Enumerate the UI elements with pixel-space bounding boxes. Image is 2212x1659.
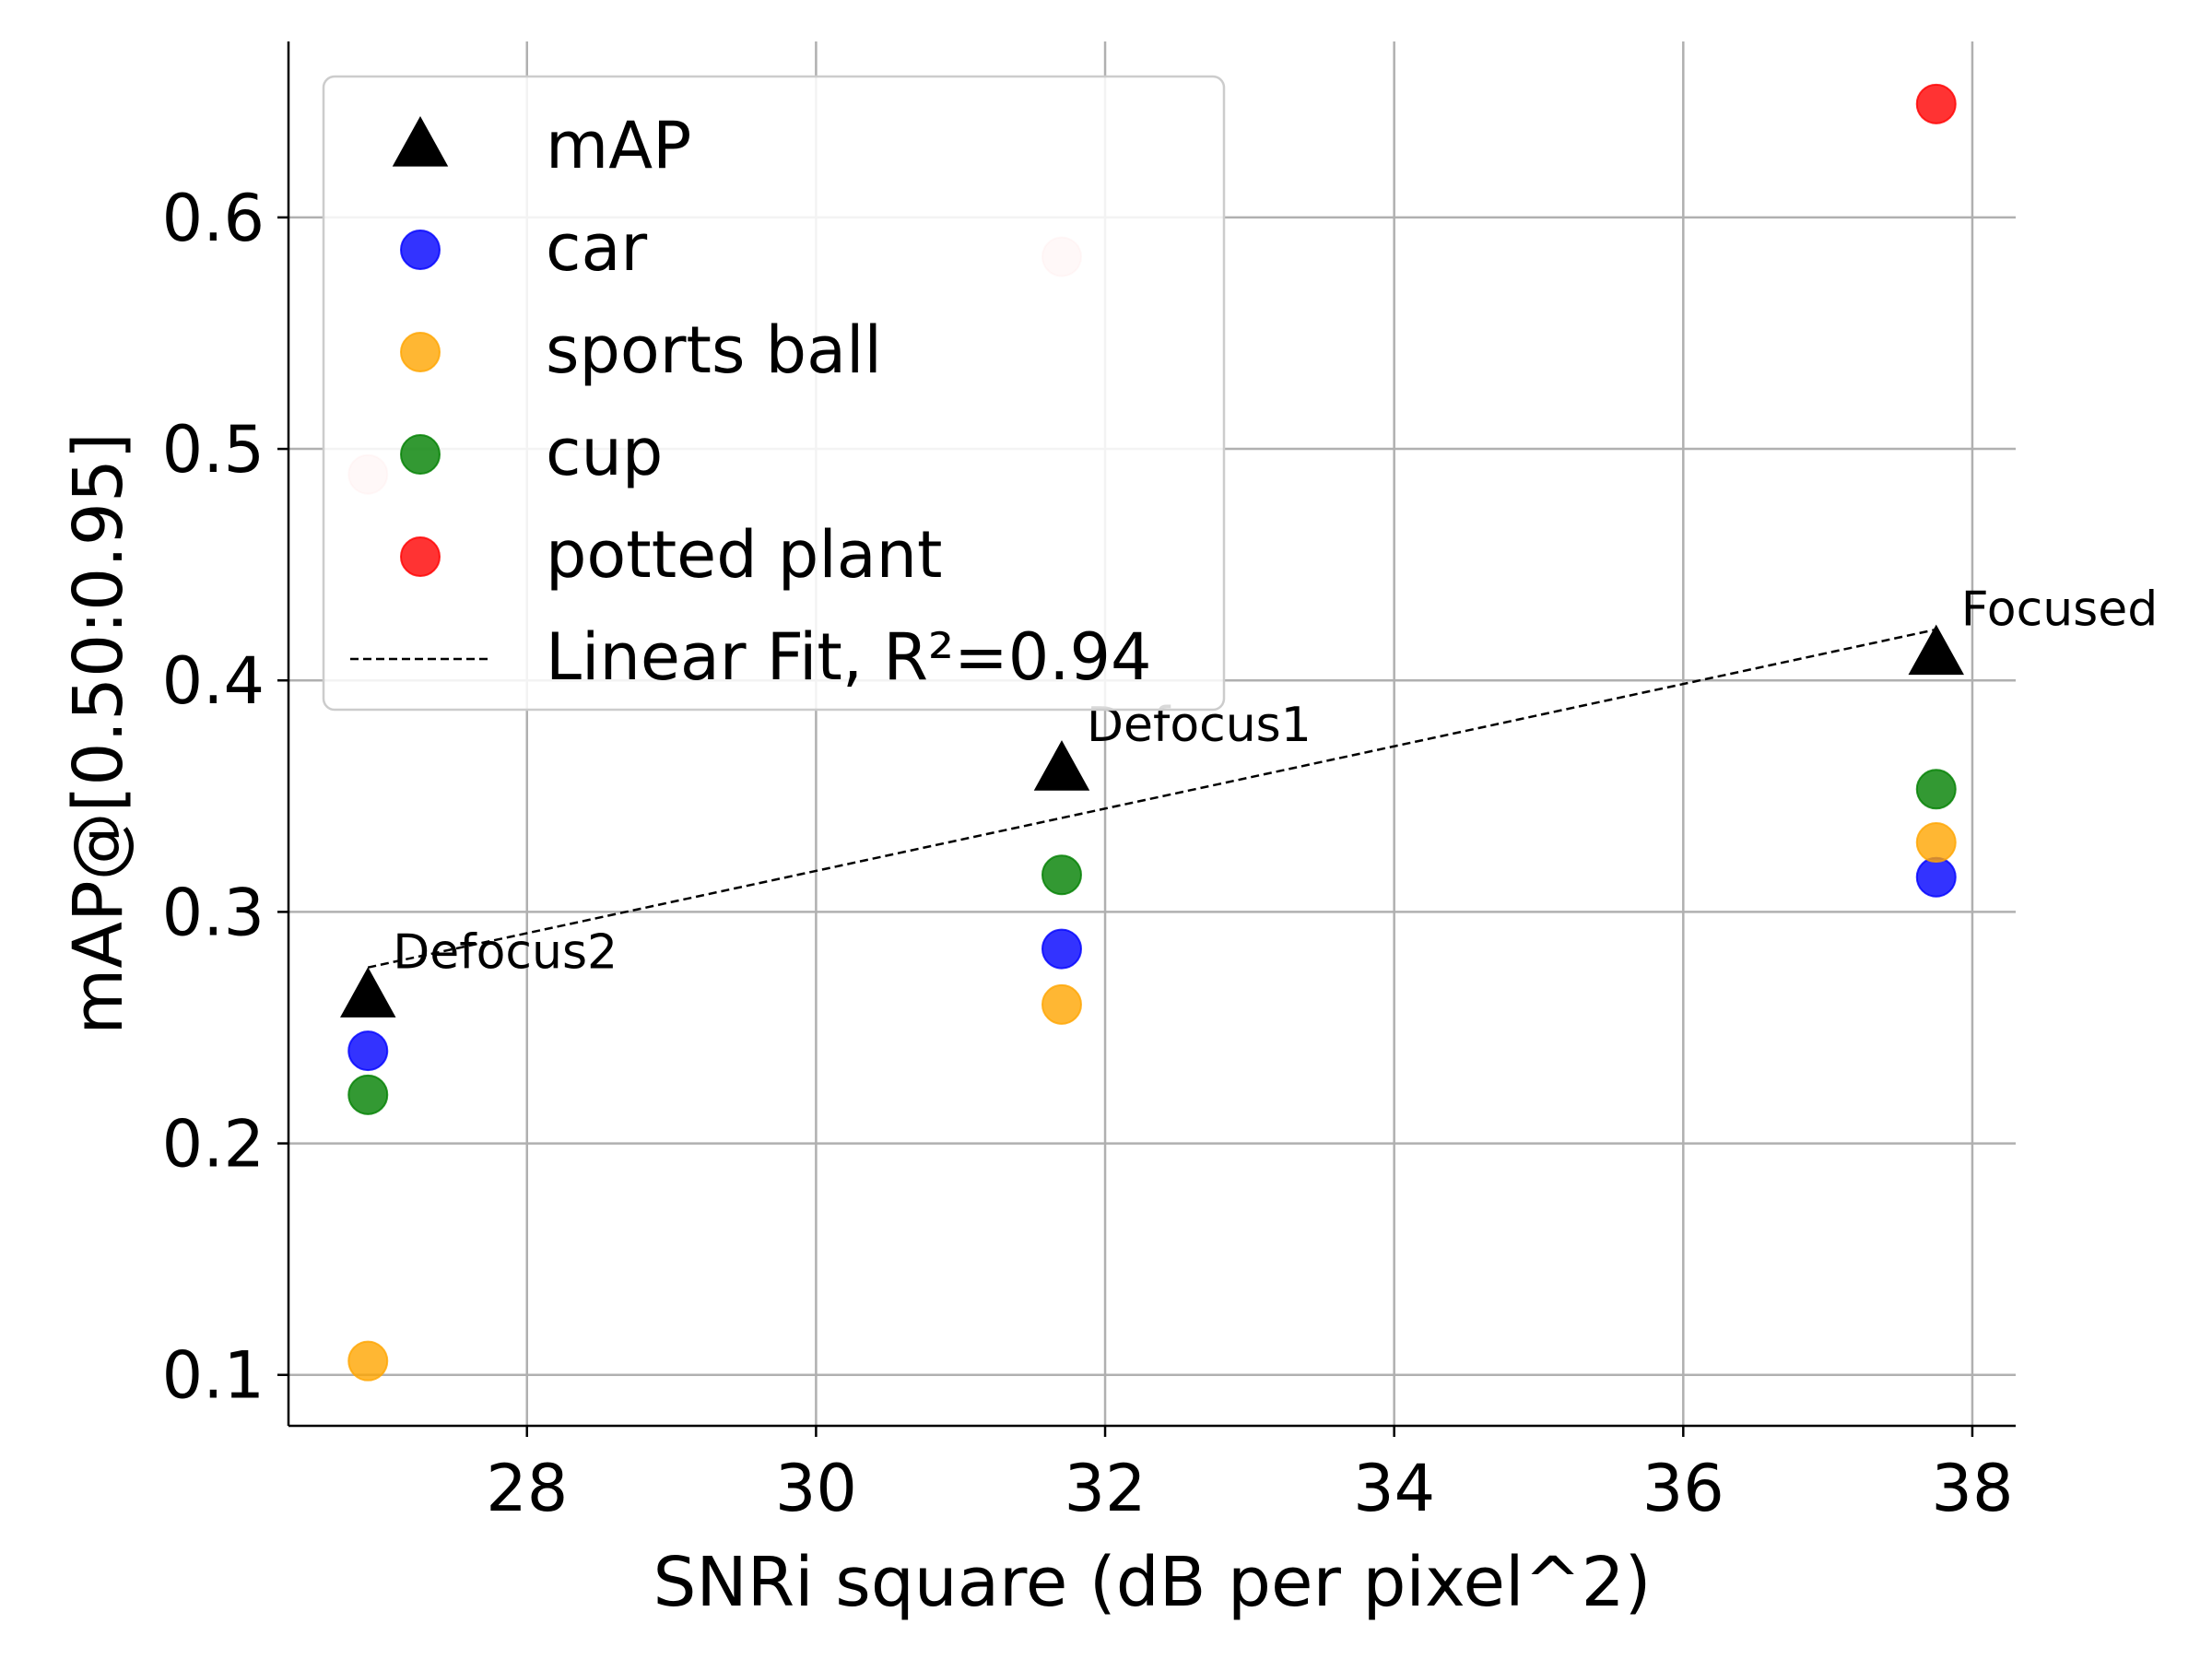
y-axis-label: mAP@[0.50:0.95] bbox=[59, 432, 138, 1035]
sports-ball-point bbox=[347, 1340, 389, 1382]
point-annotation: Defocus2 bbox=[393, 924, 618, 980]
legend-marker-map bbox=[392, 116, 449, 167]
y-ticks: 0.1 0.2 0.3 0.4 0.5 0.6 bbox=[162, 181, 288, 1414]
legend-marker-sports-ball bbox=[400, 332, 441, 372]
legend-label: potted plant bbox=[546, 517, 943, 593]
sports-ball-point bbox=[1041, 983, 1082, 1025]
legend-label: sports ball bbox=[546, 312, 882, 388]
x-tick-label: 34 bbox=[1353, 1451, 1435, 1526]
y-tick-label: 0.6 bbox=[162, 181, 265, 256]
x-tick-label: 36 bbox=[1642, 1451, 1724, 1526]
legend-label: mAP bbox=[546, 108, 691, 183]
linear-fit-line bbox=[367, 628, 1937, 969]
legend-marker-car bbox=[400, 229, 441, 270]
cup-point bbox=[347, 1074, 389, 1115]
legend-frame bbox=[322, 75, 1226, 712]
car-point bbox=[1041, 928, 1082, 970]
y-tick-label: 0.4 bbox=[162, 643, 265, 719]
y-tick-label: 0.5 bbox=[162, 412, 265, 488]
x-tick-label: 38 bbox=[1931, 1451, 2013, 1526]
x-tick-label: 28 bbox=[486, 1451, 568, 1526]
sports-ball-point bbox=[1915, 822, 1957, 864]
y-tick-label: 0.2 bbox=[162, 1107, 265, 1182]
x-axis-label: SNRi square (dB per pixel^2) bbox=[653, 1543, 1651, 1622]
fit-line-layer bbox=[367, 628, 1937, 969]
car-point bbox=[347, 1030, 389, 1072]
y-tick-label: 0.3 bbox=[162, 875, 265, 950]
y-tick-label: 0.1 bbox=[162, 1338, 265, 1414]
legend-label: car bbox=[546, 210, 647, 286]
car-point bbox=[1915, 856, 1957, 898]
x-tick-label: 32 bbox=[1064, 1451, 1146, 1526]
legend-label: Linear Fit, R²=0.94 bbox=[546, 619, 1152, 695]
map-point bbox=[1033, 740, 1090, 791]
cup-point bbox=[1041, 854, 1082, 896]
x-tick-label: 30 bbox=[775, 1451, 857, 1526]
potted-plant-point bbox=[1915, 83, 1957, 124]
legend: mAP car sports ball cup potted plant Linear F… bbox=[322, 75, 1226, 712]
axes bbox=[287, 41, 2016, 1428]
legend-marker-cup bbox=[400, 434, 441, 475]
point-annotation: Focused bbox=[1961, 582, 2159, 638]
cup-point bbox=[1915, 769, 1957, 810]
legend-marker-potted-plant bbox=[400, 536, 441, 577]
map-point bbox=[340, 967, 396, 1018]
x-ticks: 28 30 32 34 36 38 bbox=[486, 1426, 2013, 1526]
legend-label: cup bbox=[546, 415, 663, 490]
map-point bbox=[1908, 624, 1964, 676]
